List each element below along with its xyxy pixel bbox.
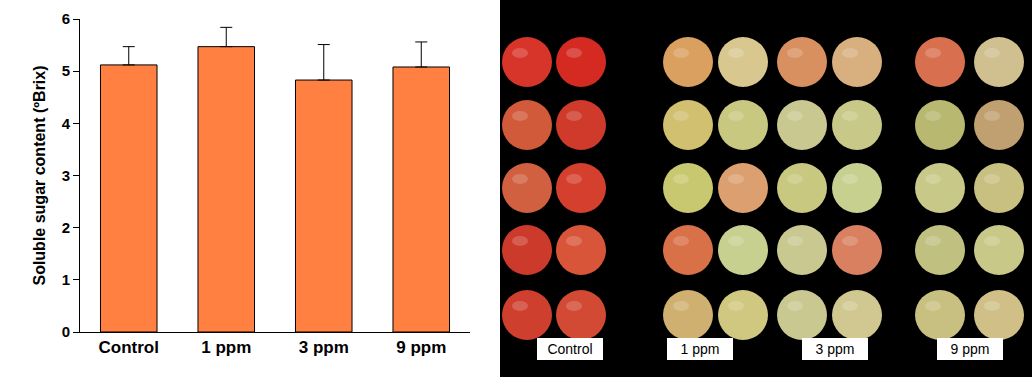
svg-text:Control: Control	[99, 338, 159, 357]
svg-text:3: 3	[62, 167, 70, 184]
svg-text:4: 4	[62, 115, 71, 132]
svg-text:9 ppm: 9 ppm	[396, 338, 446, 357]
svg-text:2: 2	[62, 219, 70, 236]
svg-text:Soluble sugar content (ºBrix): Soluble sugar content (ºBrix)	[31, 65, 48, 285]
svg-text:1 ppm: 1 ppm	[201, 338, 251, 357]
svg-text:1: 1	[62, 271, 70, 288]
svg-text:1 ppm: 1 ppm	[681, 341, 720, 357]
svg-text:5: 5	[62, 62, 70, 79]
svg-text:9 ppm: 9 ppm	[951, 341, 990, 357]
svg-text:3 ppm: 3 ppm	[816, 341, 855, 357]
svg-text:Control: Control	[547, 341, 592, 357]
svg-text:3 ppm: 3 ppm	[299, 338, 349, 357]
svg-text:6: 6	[62, 10, 70, 27]
svg-text:0: 0	[62, 323, 70, 340]
